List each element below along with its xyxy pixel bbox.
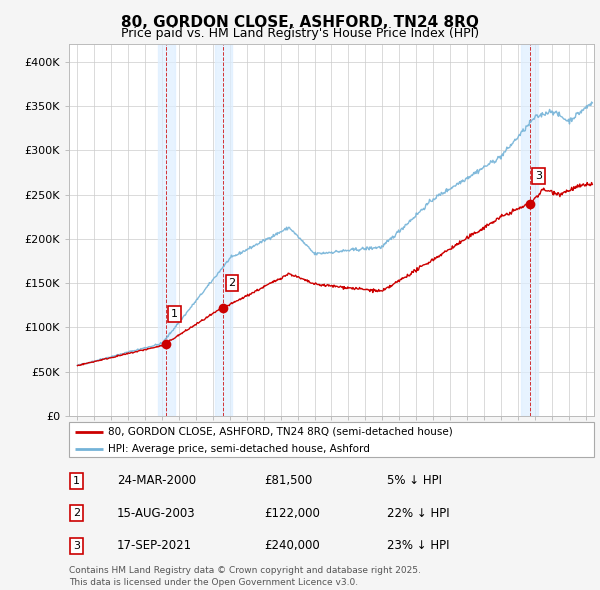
Text: 22% ↓ HPI: 22% ↓ HPI xyxy=(387,507,449,520)
Text: 80, GORDON CLOSE, ASHFORD, TN24 8RQ (semi-detached house): 80, GORDON CLOSE, ASHFORD, TN24 8RQ (sem… xyxy=(109,427,453,437)
Text: 1: 1 xyxy=(73,476,80,486)
Text: Price paid vs. HM Land Registry's House Price Index (HPI): Price paid vs. HM Land Registry's House … xyxy=(121,27,479,40)
Text: £122,000: £122,000 xyxy=(264,507,320,520)
Text: 17-SEP-2021: 17-SEP-2021 xyxy=(117,539,192,552)
Text: 1: 1 xyxy=(171,309,178,319)
Text: 80, GORDON CLOSE, ASHFORD, TN24 8RQ: 80, GORDON CLOSE, ASHFORD, TN24 8RQ xyxy=(121,15,479,30)
Bar xyxy=(215,44,232,416)
Text: 3: 3 xyxy=(535,171,542,181)
Bar xyxy=(521,44,538,416)
Text: 24-MAR-2000: 24-MAR-2000 xyxy=(117,474,196,487)
FancyBboxPatch shape xyxy=(69,422,594,457)
Text: 2: 2 xyxy=(229,278,236,288)
Text: £240,000: £240,000 xyxy=(264,539,320,552)
Text: 2: 2 xyxy=(73,509,80,518)
Text: 5% ↓ HPI: 5% ↓ HPI xyxy=(387,474,442,487)
Text: 23% ↓ HPI: 23% ↓ HPI xyxy=(387,539,449,552)
Text: HPI: Average price, semi-detached house, Ashford: HPI: Average price, semi-detached house,… xyxy=(109,444,370,454)
Text: Contains HM Land Registry data © Crown copyright and database right 2025.
This d: Contains HM Land Registry data © Crown c… xyxy=(69,566,421,587)
Text: 15-AUG-2003: 15-AUG-2003 xyxy=(117,507,196,520)
Text: £81,500: £81,500 xyxy=(264,474,312,487)
Bar xyxy=(158,44,175,416)
Text: 3: 3 xyxy=(73,541,80,550)
